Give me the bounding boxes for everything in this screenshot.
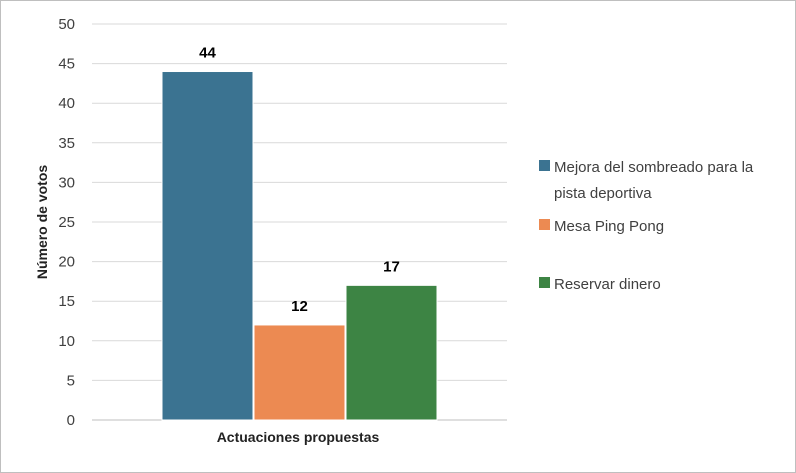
data-label: 44: [199, 45, 216, 62]
y-tick-label: 35: [58, 135, 75, 152]
legend-swatch: [539, 160, 550, 171]
y-axis-title: Número de votos: [34, 165, 50, 280]
data-label: 12: [291, 298, 308, 315]
y-tick-label: 45: [58, 56, 75, 73]
data-label: 17: [383, 258, 400, 275]
y-tick-label: 5: [67, 372, 75, 389]
data-labels: 44 12 17: [199, 45, 400, 315]
x-axis-title: Actuaciones propuestas: [217, 429, 380, 445]
legend-swatch: [539, 277, 550, 288]
y-tick-label: 0: [67, 412, 75, 429]
bars: [161, 71, 438, 421]
legend: Mejora del sombreado para la pista deport…: [539, 159, 754, 293]
bar: [161, 71, 254, 421]
legend-label: Mesa Ping Pong: [554, 218, 664, 235]
y-tick-label: 30: [58, 174, 75, 191]
y-tick-label: 40: [58, 95, 75, 112]
legend-swatch: [539, 219, 550, 230]
y-tick-label: 50: [58, 16, 75, 33]
bar: [253, 324, 346, 421]
gridlines: [92, 23, 507, 421]
y-tick-label: 20: [58, 254, 75, 271]
legend-label: Reservar dinero: [554, 276, 661, 293]
y-tick-label: 10: [58, 333, 75, 350]
bar: [345, 284, 438, 421]
y-tick-label: 25: [58, 214, 75, 231]
y-tick-label: 15: [58, 293, 75, 310]
y-axis-ticks: 0 5 10 15 20 25 30 35 40 45 50: [58, 16, 75, 429]
legend-label: pista deportiva: [554, 185, 652, 202]
legend-label: Mejora del sombreado para la: [554, 159, 754, 176]
